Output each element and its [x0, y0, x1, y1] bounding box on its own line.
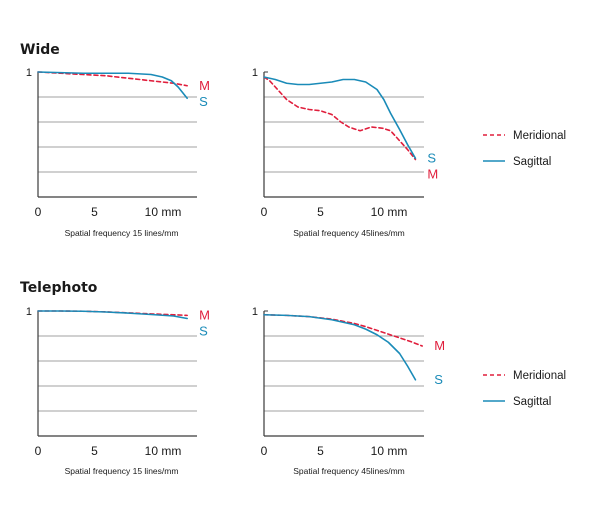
x-tick-label: 10 mm — [371, 444, 408, 458]
section-title-telephoto: Telephoto — [20, 280, 98, 296]
x-axis-label: Spatial frequency 45lines/mm — [293, 228, 405, 238]
x-axis-label: Spatial frequency 15 lines/mm — [65, 228, 179, 238]
legend-meridional-label: Meridional — [513, 130, 566, 142]
sagittal-series-line — [37, 310, 188, 320]
sagittal-end-label: S — [427, 150, 436, 165]
x-tick-label: 5 — [317, 205, 324, 219]
legend-2: Meridional Sagittal — [483, 370, 566, 408]
legends-group: Meridional Sagittal Meridional Sagittal — [483, 130, 566, 408]
x-tick-label: 0 — [261, 444, 268, 458]
meridional-series-line — [37, 71, 188, 87]
sagittal-series-line — [37, 71, 188, 100]
x-tick-label: 5 — [317, 444, 324, 458]
meridional-series-line — [263, 313, 423, 347]
y-tick-label: 1 — [26, 67, 32, 79]
section-title-wide: Wide — [20, 42, 60, 58]
y-tick-label: 1 — [26, 306, 32, 318]
x-tick-label: 0 — [35, 444, 42, 458]
y-tick-label: 1 — [252, 306, 258, 318]
legend-1: Meridional Sagittal — [483, 130, 566, 168]
sagittal-end-label: S — [434, 372, 443, 387]
x-axis-label: Spatial frequency 15 lines/mm — [65, 466, 179, 476]
x-tick-label: 5 — [91, 205, 98, 219]
x-tick-label: 5 — [91, 444, 98, 458]
sagittal-end-label: S — [199, 94, 208, 109]
meridional-end-label: M — [427, 166, 438, 181]
sagittal-series-line — [263, 76, 417, 160]
mtf-chart-2: 1 0 5 10 mm Spatial frequency 45lines/mm SM — [252, 67, 438, 238]
x-axis-label: Spatial frequency 45lines/mm — [293, 466, 405, 476]
mtf-chart-1: 1 0 5 10 mm Spatial frequency 15 lines/mm MS — [26, 67, 210, 238]
sagittal-series-line — [263, 313, 417, 381]
x-tick-label: 0 — [35, 205, 42, 219]
legend-sagittal-label: Sagittal — [513, 396, 551, 408]
x-tick-label: 10 mm — [371, 205, 408, 219]
meridional-end-label: M — [199, 307, 210, 322]
meridional-series-line — [263, 76, 417, 161]
y-tick-label: 1 — [252, 67, 258, 79]
meridional-end-label: M — [434, 338, 445, 353]
sagittal-end-label: S — [199, 323, 208, 338]
mtf-chart-4: 1 0 5 10 mm Spatial frequency 45lines/mm M S — [252, 306, 445, 476]
legend-sagittal-label: Sagittal — [513, 156, 551, 168]
mtf-chart-3: 1 0 5 10 mm Spatial frequency 15 lines/mm MS — [26, 306, 210, 476]
x-tick-label: 10 mm — [145, 205, 182, 219]
x-tick-label: 0 — [261, 205, 268, 219]
meridional-end-label: M — [199, 78, 210, 93]
legend-meridional-label: Meridional — [513, 370, 566, 382]
x-tick-label: 10 mm — [145, 444, 182, 458]
